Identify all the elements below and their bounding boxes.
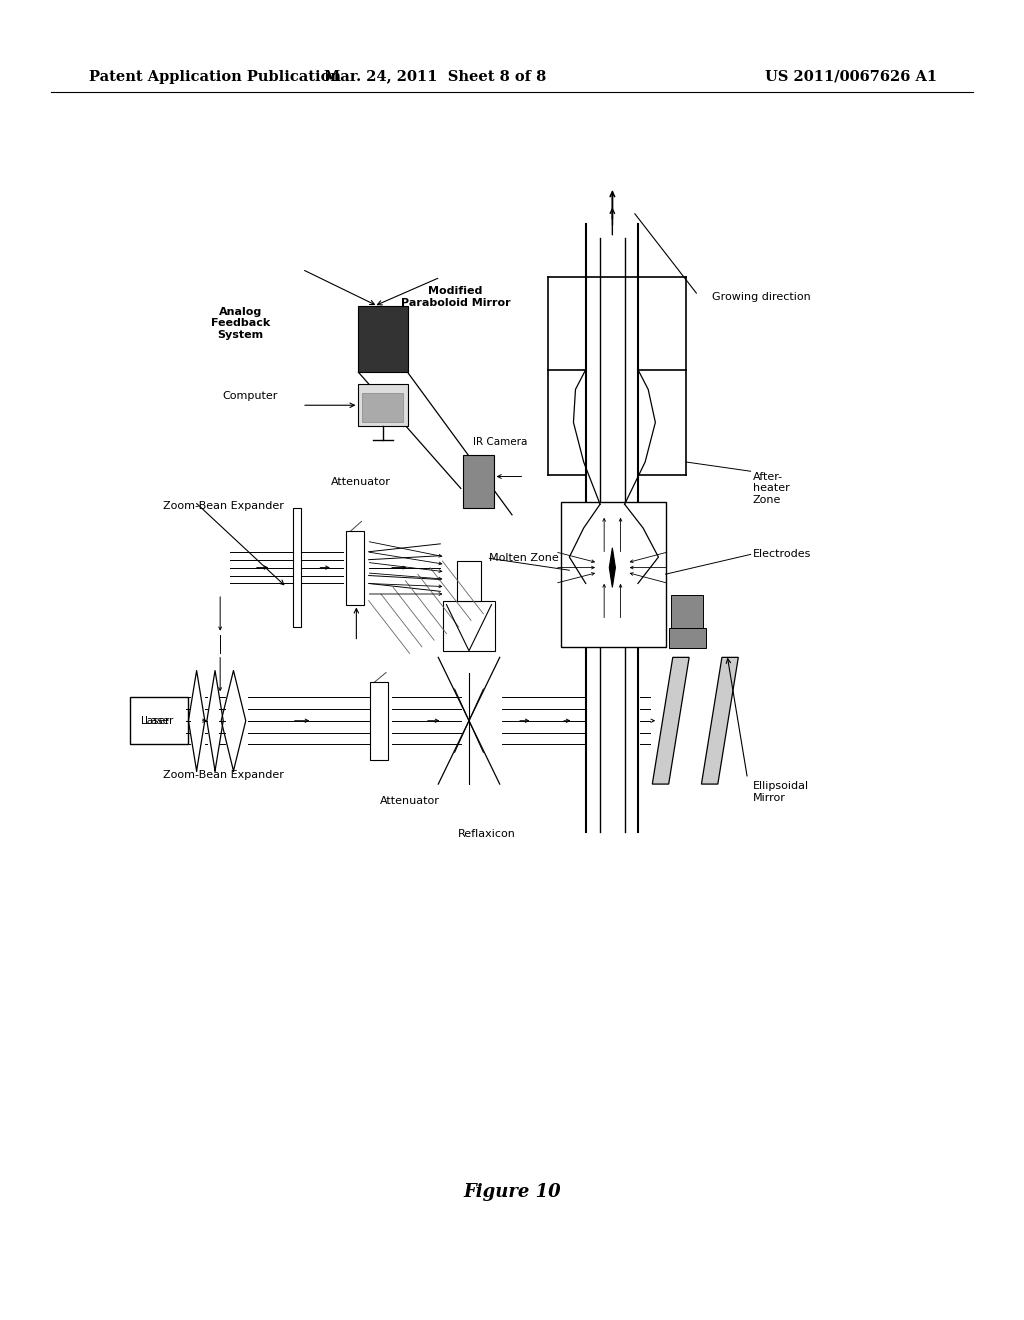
- Text: Zoom-Bean Expander: Zoom-Bean Expander: [163, 500, 284, 511]
- Text: Zoom-Bean Expander: Zoom-Bean Expander: [163, 770, 284, 780]
- Polygon shape: [701, 657, 738, 784]
- Text: Laser: Laser: [145, 715, 173, 726]
- Text: Computer: Computer: [222, 391, 278, 401]
- Bar: [370, 681, 388, 759]
- Text: Growing direction: Growing direction: [712, 292, 810, 302]
- Bar: [358, 306, 408, 372]
- Text: US 2011/0067626 A1: US 2011/0067626 A1: [765, 70, 937, 83]
- Text: Ellipsoidal
Mirror: Ellipsoidal Mirror: [753, 781, 809, 803]
- Bar: [130, 697, 188, 744]
- Polygon shape: [609, 548, 615, 587]
- Bar: [457, 561, 481, 601]
- Text: Modified
Paraboloid Mirror: Modified Paraboloid Mirror: [400, 286, 511, 308]
- Text: IR Camera: IR Camera: [473, 437, 527, 447]
- Polygon shape: [652, 657, 689, 784]
- Bar: [358, 384, 408, 426]
- Bar: [293, 508, 301, 627]
- Text: After-
heater
Zone: After- heater Zone: [753, 471, 790, 506]
- Bar: [346, 531, 364, 605]
- Text: Attenuator: Attenuator: [380, 796, 439, 807]
- Text: Figure 10: Figure 10: [463, 1183, 561, 1201]
- Bar: [362, 393, 403, 422]
- Text: Electrodes: Electrodes: [753, 549, 811, 560]
- Text: Mar. 24, 2011  Sheet 8 of 8: Mar. 24, 2011 Sheet 8 of 8: [324, 70, 547, 83]
- Bar: [671, 595, 703, 628]
- Text: Analog
Feedback
System: Analog Feedback System: [211, 306, 270, 341]
- Text: Patent Application Publication: Patent Application Publication: [89, 70, 341, 83]
- Bar: [443, 601, 495, 651]
- Text: Molten Zone: Molten Zone: [489, 553, 559, 564]
- Bar: [669, 628, 706, 648]
- Bar: [463, 455, 494, 508]
- Bar: [561, 502, 666, 647]
- Text: Laser: Laser: [141, 715, 170, 726]
- Text: Reflaxicon: Reflaxicon: [458, 829, 515, 840]
- Text: Attenuator: Attenuator: [331, 477, 390, 487]
